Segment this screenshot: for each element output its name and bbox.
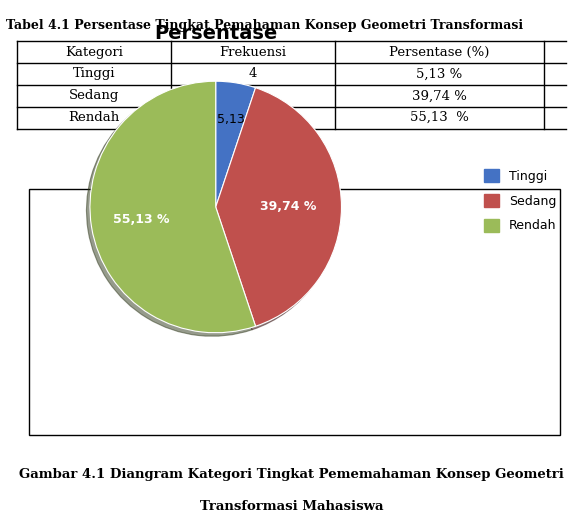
Text: 39,74 %: 39,74 %	[261, 201, 317, 213]
Text: 55,13 %: 55,13 %	[113, 213, 170, 226]
Text: 39,74 %: 39,74 %	[412, 89, 467, 102]
Wedge shape	[216, 81, 255, 207]
Text: 5,13 %: 5,13 %	[416, 68, 463, 80]
Text: Tabel 4.1 Persentase Tingkat Pemahaman Konsep Geometri Transformasi: Tabel 4.1 Persentase Tingkat Pemahaman K…	[6, 18, 523, 31]
Text: Tinggi: Tinggi	[73, 68, 115, 80]
Title: Persentase: Persentase	[154, 24, 278, 42]
Text: 4: 4	[249, 68, 257, 80]
Text: Kategori: Kategori	[65, 46, 123, 59]
Text: Gambar 4.1 Diangram Kategori Tingkat Pememahaman Konsep Geometri: Gambar 4.1 Diangram Kategori Tingkat Pem…	[19, 467, 564, 481]
Text: Rendah: Rendah	[68, 111, 120, 124]
Wedge shape	[216, 88, 342, 326]
Text: 5,13: 5,13	[217, 113, 245, 126]
Text: 31: 31	[245, 89, 262, 102]
Wedge shape	[90, 81, 255, 333]
Legend: Tinggi, Sedang, Rendah: Tinggi, Sedang, Rendah	[479, 164, 561, 237]
Text: Sedang: Sedang	[69, 89, 120, 102]
Text: Frekuensi: Frekuensi	[220, 46, 287, 59]
Text: Persentase (%): Persentase (%)	[389, 46, 490, 59]
Text: Transformasi Mahasiswa: Transformasi Mahasiswa	[200, 499, 383, 512]
Text: 55,13  %: 55,13 %	[410, 111, 469, 124]
Text: 43: 43	[245, 111, 262, 124]
